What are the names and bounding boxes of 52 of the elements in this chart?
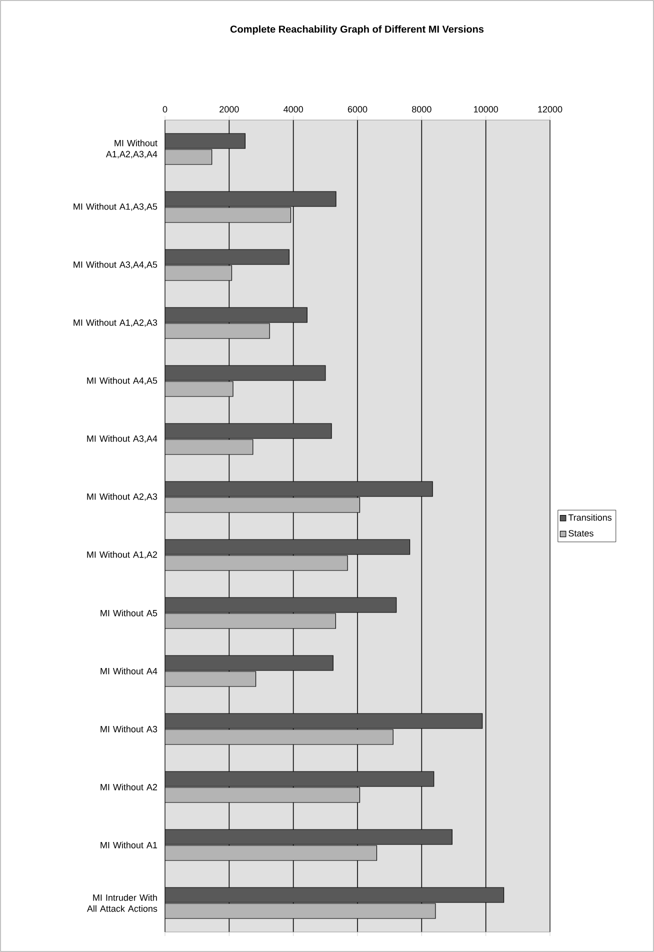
y-tick-label: MI Without A5 (100, 610, 158, 616)
bar (165, 323, 270, 339)
bar (165, 265, 232, 281)
y-tick-label: MI Without A2,A3 (87, 493, 158, 501)
bar (165, 787, 360, 803)
x-tick-label: 4000 (284, 106, 303, 112)
bar (165, 887, 504, 903)
y-tick-label: MI Without A1 (100, 842, 158, 848)
bar (165, 729, 394, 745)
chart-title: Complete Reachability Graph of Different MI Versions (230, 25, 484, 35)
bar (165, 829, 452, 845)
y-tick-label: MI Without A3,A4,A5 (74, 261, 158, 269)
y-tick-label: MI Without A1,A3,A5 (74, 203, 158, 211)
bar (165, 613, 336, 629)
bar (165, 597, 397, 613)
y-tick-label: MI Without A3 (100, 726, 158, 732)
x-tick-label: 8000 (412, 106, 432, 112)
y-tick-label: MI Without A1,A2 (87, 551, 158, 559)
bar (165, 133, 246, 149)
x-tick-label: 0 (162, 106, 168, 112)
bar (165, 845, 378, 861)
bar (165, 439, 254, 455)
bar (165, 423, 332, 439)
bar (165, 207, 292, 223)
bar (165, 307, 308, 323)
bar (165, 655, 334, 671)
bar (165, 903, 436, 919)
y-tick-label: MI Intruder With All Attack Actions (86, 894, 158, 912)
y-tick-label: MI Without A4,A5 (87, 377, 158, 385)
bar (165, 149, 212, 165)
y-tick-label: MI Without A1,A2,A3 (74, 319, 158, 327)
bar (165, 497, 360, 513)
x-tick-label: 12000 (538, 106, 562, 112)
x-tick-label: 10000 (474, 106, 498, 112)
bar (165, 381, 234, 397)
bar (165, 771, 434, 787)
bar (165, 191, 336, 207)
bar (165, 671, 256, 687)
bar (165, 481, 433, 497)
bar (165, 713, 483, 729)
legend-label: Transitions (568, 514, 612, 521)
y-tick-label: MI Without A4 (100, 668, 158, 674)
y-tick-label: MI Without A3,A4 (87, 435, 158, 443)
bar (165, 555, 348, 571)
bar (165, 539, 410, 555)
legend-label: States (568, 530, 594, 536)
y-tick-label: MI Without A1,A2,A3,A4 (106, 140, 158, 158)
y-tick-label: MI Without A2 (100, 784, 158, 790)
bar (165, 365, 326, 381)
bar (165, 249, 290, 265)
x-tick-label: 2000 (220, 106, 239, 112)
x-tick-label: 6000 (348, 106, 368, 112)
